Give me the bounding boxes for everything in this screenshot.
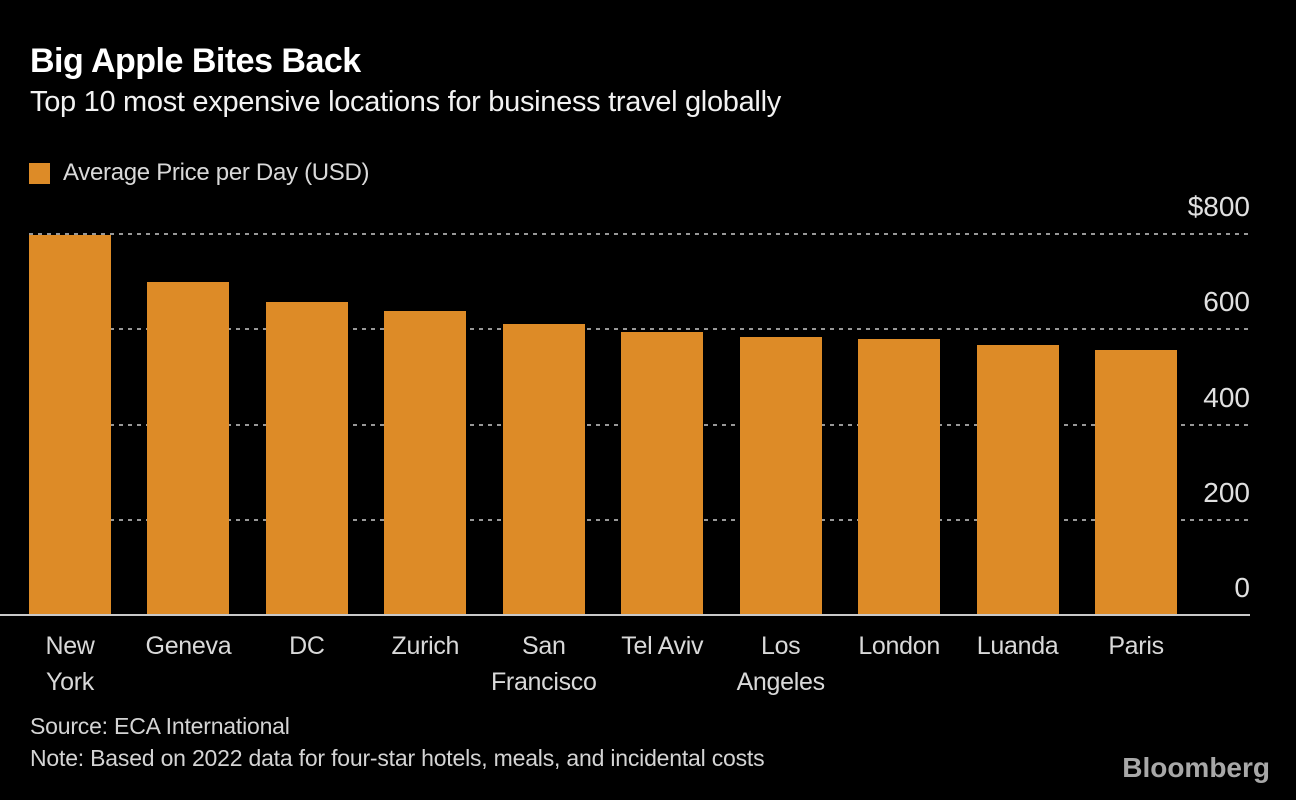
x-tick-label-zurich: Zurich [335,628,515,664]
x-tick-label-geneva: Geneva [98,628,278,664]
x-tick-label-line: York [46,668,94,696]
legend: Average Price per Day (USD) [29,159,370,187]
x-tick-label-paris: Paris [1046,628,1226,664]
bar-los-angeles [739,336,822,614]
bar-london [858,338,941,614]
chart-title: Big Apple Bites Back [30,42,361,80]
bar-tel-aviv [621,332,704,614]
x-tick-label-line: San [522,632,566,660]
legend-label: Average Price per Day (USD) [63,159,370,186]
x-tick-label-line: Francisco [490,668,597,696]
x-tick-label-london: London [809,628,989,664]
x-tick-label-los-angeles: Los Angeles [691,628,871,700]
bloomberg-logo: Bloomberg [1122,752,1270,783]
y-tick-label-0: 0 [1234,572,1250,603]
chart-subtitle: Top 10 most expensive locations for busi… [30,86,781,118]
bar-dc [265,301,348,614]
x-tick-label-line: Geneva [145,632,232,660]
bar-geneva [147,281,230,614]
x-axis-baseline [0,614,1250,616]
x-tick-label-dc: DC [217,628,397,664]
x-tick-label-line: Los [760,632,801,660]
gridline-600 [29,328,1250,331]
bar-san-francisco [502,323,585,614]
y-tick-label-800: $800 [1187,191,1250,222]
y-tick-label-600: 600 [1203,286,1250,318]
x-tick-label-line: DC [289,632,325,660]
x-tick-label-line: London [858,632,940,660]
x-tick-label-san-francisco: San Francisco [454,628,634,700]
x-tick-label-luanda: Luanda [928,628,1108,664]
bar-luanda [976,345,1059,614]
y-tick-label-200: 200 [1203,476,1250,508]
bar-paris [1095,349,1178,614]
bar-zurich [384,310,467,614]
source-text: Source: ECA International [30,713,290,739]
gridline-800 [29,233,1250,235]
x-tick-label-tel-aviv: Tel Aviv [572,628,752,664]
x-tick-label-line: Angeles [736,668,826,696]
x-tick-label-line: New [45,632,95,660]
bar-new-york [29,234,111,614]
x-tick-label-line: Tel Aviv [621,632,704,660]
x-tick-label-new-york: New York [0,628,160,700]
note-text: Note: Based on 2022 data for four-star h… [30,745,765,771]
x-tick-label-line: Paris [1108,632,1164,660]
legend-swatch-icon [29,162,50,184]
y-tick-label-400: 400 [1203,381,1250,413]
x-tick-label-line: Zurich [391,632,460,660]
x-tick-label-line: Luanda [976,632,1059,660]
